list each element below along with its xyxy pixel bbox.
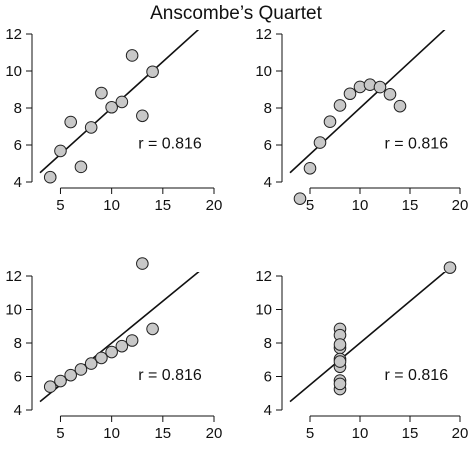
panels: 4 6 8 10 12 5 10 15 20 r = 0.816 4 6 8 10 12 5 10 15 20 r =… [5,26,469,442]
correlation-label: r = 0.816 [138,136,202,153]
x-tick-label: 20 [206,197,223,214]
data-point [333,338,347,351]
x-tick-label: 5 [306,197,314,214]
x-tick-label: 20 [452,197,469,214]
data-point [136,257,149,270]
data-point [136,109,149,123]
y-tick-label: 8 [264,335,272,352]
x-tick-label: 15 [154,197,171,214]
data-point [333,355,347,368]
data-point [64,368,78,382]
data-point [54,374,67,388]
x-tick-label: 15 [154,425,171,442]
data-point [43,380,57,394]
y-tick-label: 12 [255,268,272,285]
y-tick-label: 10 [5,302,22,319]
correlation-label: r = 0.816 [384,136,448,153]
x-tick-label: 20 [206,425,223,442]
data-points [43,49,159,184]
data-point [343,87,357,101]
x-tick-label: 10 [352,197,369,214]
data-points [333,261,457,396]
data-point [84,357,98,370]
data-point [293,192,307,205]
y-axis: 4 6 8 10 12 [5,268,33,419]
data-point [95,86,108,100]
x-tick-label: 15 [402,197,419,214]
x-tick-label: 5 [306,425,314,442]
y-axis: 4 6 8 10 12 [255,268,283,419]
correlation-label: r = 0.816 [138,367,202,384]
data-point [105,100,118,114]
data-points [293,78,407,205]
panel-4: 4 6 8 10 12 5 10 15 20 r = 0.816 [255,261,469,442]
x-tick-label: 10 [103,197,120,214]
x-tick-label: 5 [56,425,64,442]
y-tick-label: 6 [14,137,22,154]
data-point [313,136,327,149]
figure-title: Anscombe’s Quartet [150,3,323,24]
data-point [333,99,347,112]
data-point [125,334,139,347]
data-point [105,345,118,359]
data-point [146,322,159,336]
y-tick-label: 10 [255,302,272,319]
x-tick-label: 20 [452,425,469,442]
x-axis: 5 10 15 20 [306,415,469,442]
y-tick-label: 6 [264,369,272,386]
x-tick-label: 5 [56,197,64,214]
y-tick-label: 4 [14,402,22,419]
data-points [43,257,159,394]
data-point [393,99,407,113]
y-tick-label: 4 [14,174,22,191]
correlation-label: r = 0.816 [384,367,448,384]
y-axis: 4 6 8 10 12 [5,26,33,191]
panel-2: 4 6 8 10 12 5 10 15 20 r = 0.816 [255,26,469,214]
data-point [443,261,457,274]
y-tick-label: 12 [5,26,22,43]
data-point [303,162,317,175]
data-point [373,80,387,94]
x-tick-label: 15 [402,425,419,442]
data-point [383,88,397,101]
y-tick-label: 8 [264,100,272,117]
x-axis: 5 10 15 20 [56,187,223,214]
data-point [333,377,347,391]
y-tick-label: 10 [255,63,272,80]
x-axis: 5 10 15 20 [306,187,469,214]
data-point [115,339,129,353]
panel-3: 4 6 8 10 12 5 10 15 20 r = 0.816 [5,257,223,442]
data-point [74,363,88,376]
y-tick-label: 6 [14,369,22,386]
y-tick-label: 6 [264,137,272,154]
data-point [146,65,159,79]
fit-line [289,272,447,403]
data-point [84,121,98,134]
y-tick-label: 8 [14,335,22,352]
y-axis: 4 6 8 10 12 [255,26,283,191]
x-tick-label: 10 [352,425,369,442]
fit-line [39,30,200,174]
data-point [115,95,129,109]
x-axis: 5 10 15 20 [56,415,223,442]
y-tick-label: 12 [5,268,22,285]
data-point [125,49,139,62]
data-point [323,115,337,128]
panel-1: 4 6 8 10 12 5 10 15 20 r = 0.816 [5,26,223,214]
y-tick-label: 8 [14,100,22,117]
y-tick-label: 10 [5,63,22,80]
data-point [95,351,108,365]
y-tick-label: 4 [264,174,272,191]
y-tick-label: 4 [264,402,272,419]
data-point [43,170,57,184]
x-tick-label: 10 [103,425,120,442]
data-point [64,115,78,129]
data-point [74,160,88,174]
y-tick-label: 12 [255,26,272,43]
data-point [54,144,67,158]
